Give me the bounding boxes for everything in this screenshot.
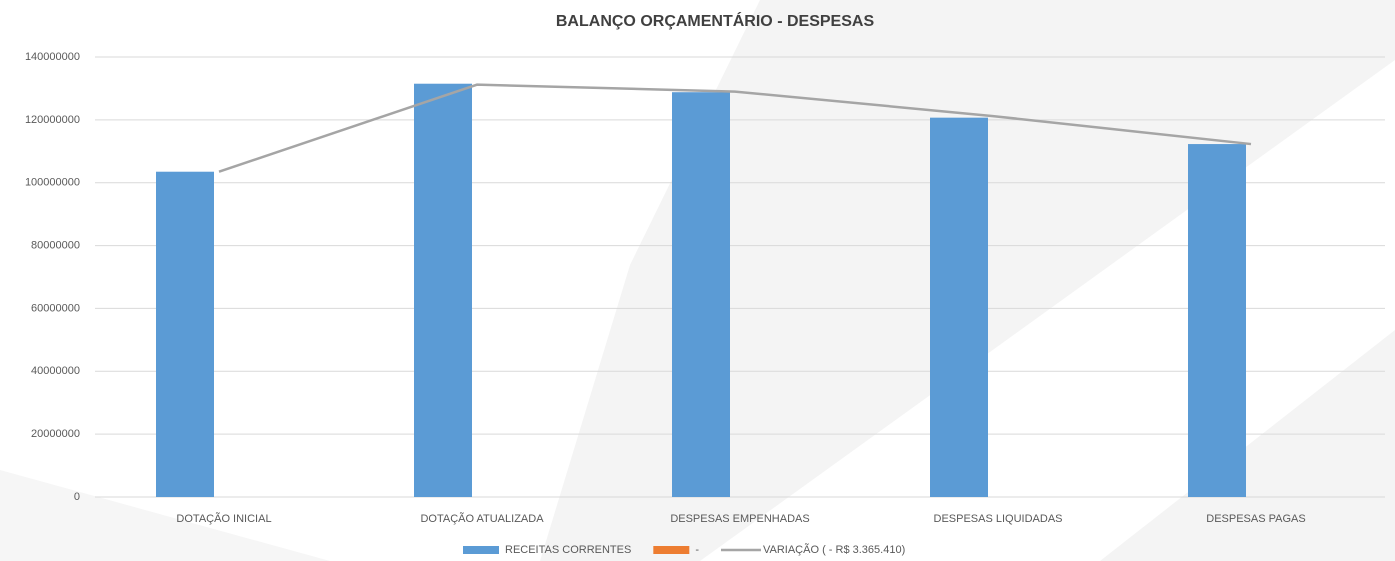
- legend-swatch: [653, 546, 690, 554]
- chart-title: BALANÇO ORÇAMENTÁRIO - DESPESAS: [556, 11, 875, 30]
- y-tick-label: 60000000: [31, 302, 80, 314]
- bar: [672, 92, 730, 497]
- legend-label: -: [695, 544, 699, 556]
- legend-swatch: [463, 546, 499, 554]
- x-tick-label: DESPESAS EMPENHADAS: [670, 513, 809, 525]
- y-tick-label: 0: [74, 491, 80, 503]
- y-tick-label: 20000000: [31, 428, 80, 440]
- x-tick-label: DESPESAS LIQUIDADAS: [934, 513, 1063, 525]
- y-tick-label: 40000000: [31, 365, 80, 377]
- line: [218, 83, 1252, 173]
- bar: [414, 83, 472, 497]
- legend-label: RECEITAS CORRENTES: [505, 544, 631, 556]
- y-tick-label: 80000000: [31, 239, 80, 251]
- x-tick-label: DESPESAS PAGAS: [1206, 513, 1305, 525]
- x-tick-label: DOTAÇÃO ATUALIZADA: [420, 512, 544, 525]
- bar: [1188, 144, 1246, 498]
- legend-label: VARIAÇÃO ( - R$ 3.365.410): [763, 543, 905, 556]
- x-tick-label: DOTAÇÃO INICIAL: [176, 512, 271, 525]
- y-tick-label: 120000000: [25, 114, 80, 126]
- bar: [156, 171, 214, 497]
- y-tick-label: 140000000: [25, 51, 80, 63]
- y-tick-label: 100000000: [25, 177, 80, 189]
- bar: [930, 117, 988, 498]
